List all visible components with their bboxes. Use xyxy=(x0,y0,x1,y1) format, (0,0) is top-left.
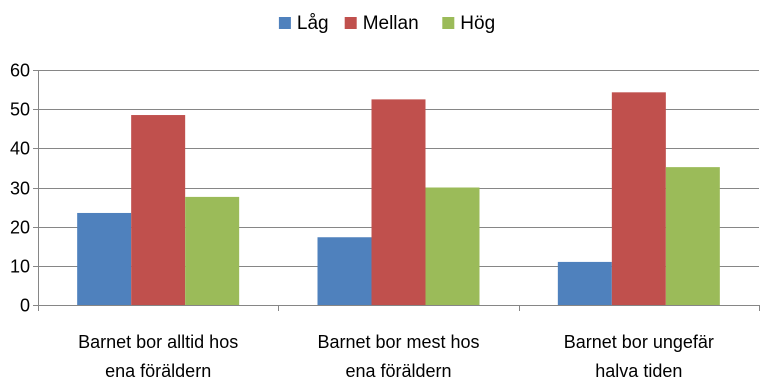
x-tick-label-2-line-1: Barnet bor mest hos xyxy=(317,332,479,352)
y-tick-label-20: 20 xyxy=(10,218,30,238)
y-tick-label-40: 40 xyxy=(10,139,30,159)
y-tick-label-30: 30 xyxy=(10,179,30,199)
bar-Mellan-1 xyxy=(131,115,186,306)
legend-label-Låg: Låg xyxy=(297,13,329,34)
bar-Hög-3 xyxy=(665,167,720,305)
legend-label-Hög: Hög xyxy=(460,13,495,34)
x-tick-label-1-line-1: Barnet bor alltid hos xyxy=(78,332,238,352)
legend-swatch-Hög xyxy=(442,17,455,29)
legend: Låg Mellan Hög xyxy=(278,13,495,34)
legend-swatch-Låg xyxy=(278,17,291,29)
bar-Hög-1 xyxy=(185,196,240,305)
bar-Mellan-3 xyxy=(611,92,666,305)
bar-Låg-3 xyxy=(557,261,612,305)
bar-Låg-2 xyxy=(317,237,372,305)
x-tick-label-3-line-2: halva tiden xyxy=(595,361,682,381)
x-tick-label-3-line-1: Barnet bor ungefär xyxy=(564,332,714,352)
bar-Mellan-2 xyxy=(371,99,426,305)
y-tick-label-60: 60 xyxy=(10,61,30,81)
legend-label-Mellan: Mellan xyxy=(363,13,419,34)
y-tick-label-0: 0 xyxy=(20,296,30,316)
y-axis: 0 10 20 30 40 50 60 xyxy=(10,61,39,316)
y-tick-label-50: 50 xyxy=(10,100,30,120)
legend-swatch-Mellan xyxy=(344,17,357,29)
bars xyxy=(77,92,720,306)
bar-Hög-2 xyxy=(425,187,480,305)
y-tick-label-10: 10 xyxy=(10,257,30,277)
bar-Låg-1 xyxy=(77,212,132,305)
x-tick-label-1-line-2: ena föräldern xyxy=(105,361,211,381)
x-axis: Barnet bor alltid hos ena föräldern Barnet… xyxy=(38,305,760,381)
x-tick-label-2-line-2: ena föräldern xyxy=(345,361,451,381)
